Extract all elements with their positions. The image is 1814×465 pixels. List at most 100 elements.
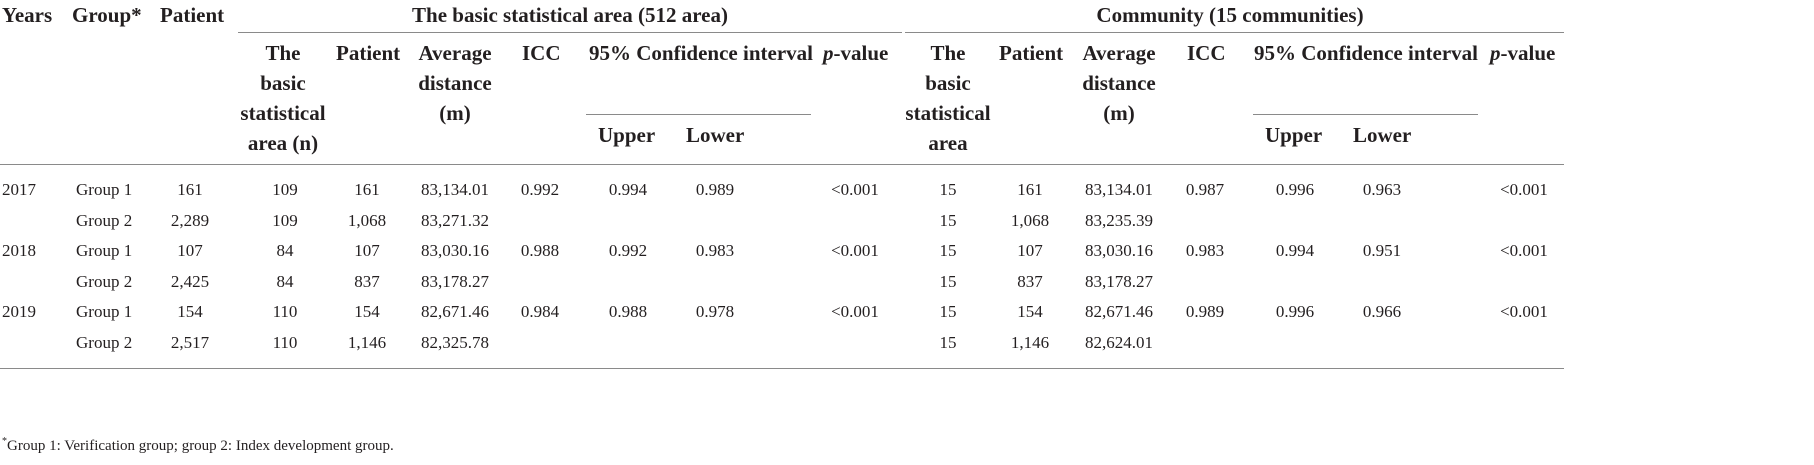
cell-ba-dist: 83,030.16 (421, 241, 489, 260)
cell-ba-icc: 0.988 (520, 241, 560, 260)
cell-co-patient: 1,146 (1010, 333, 1050, 352)
cell-ba-upper: 0.992 (608, 241, 648, 260)
header-co-distance: Average distance (m) (1082, 41, 1156, 125)
header-co-lower: Lower (1353, 123, 1412, 147)
cell-ba-patient: 837 (354, 272, 380, 291)
header-ba-ci: 95% Confidence interval (589, 41, 813, 65)
cell-ba-n: 110 (272, 302, 298, 321)
cell-co-dist: 82,671.46 (1085, 302, 1153, 321)
header-group: Group* (72, 3, 142, 27)
cell-ba-dist: 83,134.01 (421, 180, 489, 199)
cell-group: Group 1 (76, 241, 133, 260)
rule-table-bottom (0, 368, 1564, 369)
cell-co-lower: 0.951 (1362, 241, 1402, 260)
cell-co-patient: 161 (1017, 180, 1043, 199)
cell-co-p: <0.001 (1500, 180, 1548, 199)
cell-ba-patient: 1,146 (347, 333, 387, 352)
header-ba-distance: Average distance (m) (418, 41, 492, 125)
rule-top-left (238, 32, 902, 33)
cell-co-p: <0.001 (1500, 302, 1548, 321)
cell-ba-upper: 0.994 (608, 180, 648, 199)
rule-ci-right (1253, 114, 1478, 115)
header-ba-lower: Lower (686, 123, 745, 147)
cell-co-upper: 0.996 (1275, 180, 1315, 199)
rule-header-bottom (0, 164, 1564, 165)
header-ba-patient: Patient (336, 41, 401, 65)
cell-co-n: 15 (939, 241, 957, 260)
cell-ba-p: <0.001 (831, 302, 879, 321)
cell-co-n: 15 (939, 211, 957, 230)
cell-year: 2018 (2, 241, 36, 260)
cell-co-n: 15 (939, 333, 957, 352)
cell-co-patient: 154 (1017, 302, 1043, 321)
cell-co-p: <0.001 (1500, 241, 1548, 260)
cell-ba-dist: 82,325.78 (421, 333, 489, 352)
rule-top-right (905, 32, 1564, 33)
header-years: Years (2, 3, 53, 27)
cell-ba-lower: 0.978 (695, 302, 735, 321)
cell-ba-dist: 83,271.32 (421, 211, 489, 230)
cell-co-icc: 0.983 (1185, 241, 1225, 260)
cell-ba-p: <0.001 (831, 180, 879, 199)
cell-ba-n: 109 (272, 211, 298, 230)
header-basic-area-title: The basic statistical area (512 area) (412, 3, 728, 27)
cell-group: Group 1 (76, 180, 133, 199)
rule-ci-left (586, 114, 811, 115)
header-co-upper: Upper (1265, 123, 1323, 147)
header-ba-upper: Upper (598, 123, 656, 147)
cell-year: 2019 (2, 302, 36, 321)
cell-co-dist: 83,178.27 (1085, 272, 1153, 291)
cell-co-patient: 107 (1017, 241, 1043, 260)
header-ba-n: The basic statistical area (n) (240, 41, 326, 155)
cell-co-patient: 1,068 (1010, 211, 1050, 230)
cell-patient: 2,517 (170, 333, 210, 352)
cell-co-patient: 837 (1017, 272, 1043, 291)
header-patient: Patient (160, 3, 225, 27)
cell-ba-n: 84 (276, 241, 294, 260)
cell-year: 2017 (2, 180, 36, 199)
cell-patient: 154 (177, 302, 203, 321)
cell-group: Group 2 (76, 333, 133, 352)
header-co-pvalue: p-value (1490, 41, 1556, 65)
cell-ba-p: <0.001 (831, 241, 879, 260)
cell-co-upper: 0.996 (1275, 302, 1315, 321)
cell-group: Group 1 (76, 302, 133, 321)
cell-ba-patient: 107 (354, 241, 380, 260)
cell-co-dist: 82,624.01 (1085, 333, 1153, 352)
cell-ba-upper: 0.988 (608, 302, 648, 321)
cell-co-lower: 0.966 (1362, 302, 1402, 321)
cell-patient: 2,425 (170, 272, 210, 291)
header-ba-icc: ICC (522, 41, 561, 65)
cell-co-lower: 0.963 (1362, 180, 1402, 199)
cell-group: Group 2 (76, 272, 133, 291)
cell-ba-patient: 154 (354, 302, 380, 321)
header-co-icc: ICC (1187, 41, 1226, 65)
header-co-patient: Patient (999, 41, 1064, 65)
cell-ba-icc: 0.992 (520, 180, 560, 199)
cell-ba-n: 84 (276, 272, 294, 291)
cell-co-dist: 83,134.01 (1085, 180, 1153, 199)
header-co-n: The basic statistical area (905, 41, 991, 155)
header-community-title: Community (15 communities) (1096, 3, 1364, 27)
cell-patient: 2,289 (170, 211, 210, 230)
cell-co-dist: 83,030.16 (1085, 241, 1153, 260)
cell-group: Group 2 (76, 211, 133, 230)
header-ba-pvalue: p-value (823, 41, 889, 65)
cell-ba-dist: 82,671.46 (421, 302, 489, 321)
cell-patient: 107 (177, 241, 203, 260)
cell-co-n: 15 (939, 272, 957, 291)
footnote: *Group 1: Verification group; group 2: I… (2, 436, 394, 454)
cell-ba-n: 110 (272, 333, 298, 352)
cell-ba-lower: 0.989 (695, 180, 735, 199)
cell-co-n: 15 (939, 302, 957, 321)
cell-co-upper: 0.994 (1275, 241, 1315, 260)
cell-co-icc: 0.987 (1185, 180, 1225, 199)
cell-co-n: 15 (939, 180, 957, 199)
cell-ba-patient: 1,068 (347, 211, 387, 230)
cell-co-dist: 83,235.39 (1085, 211, 1153, 230)
cell-ba-n: 109 (272, 180, 298, 199)
cell-ba-dist: 83,178.27 (421, 272, 489, 291)
cell-patient: 161 (177, 180, 203, 199)
cell-ba-lower: 0.983 (695, 241, 735, 260)
header-co-ci: 95% Confidence interval (1254, 41, 1478, 65)
